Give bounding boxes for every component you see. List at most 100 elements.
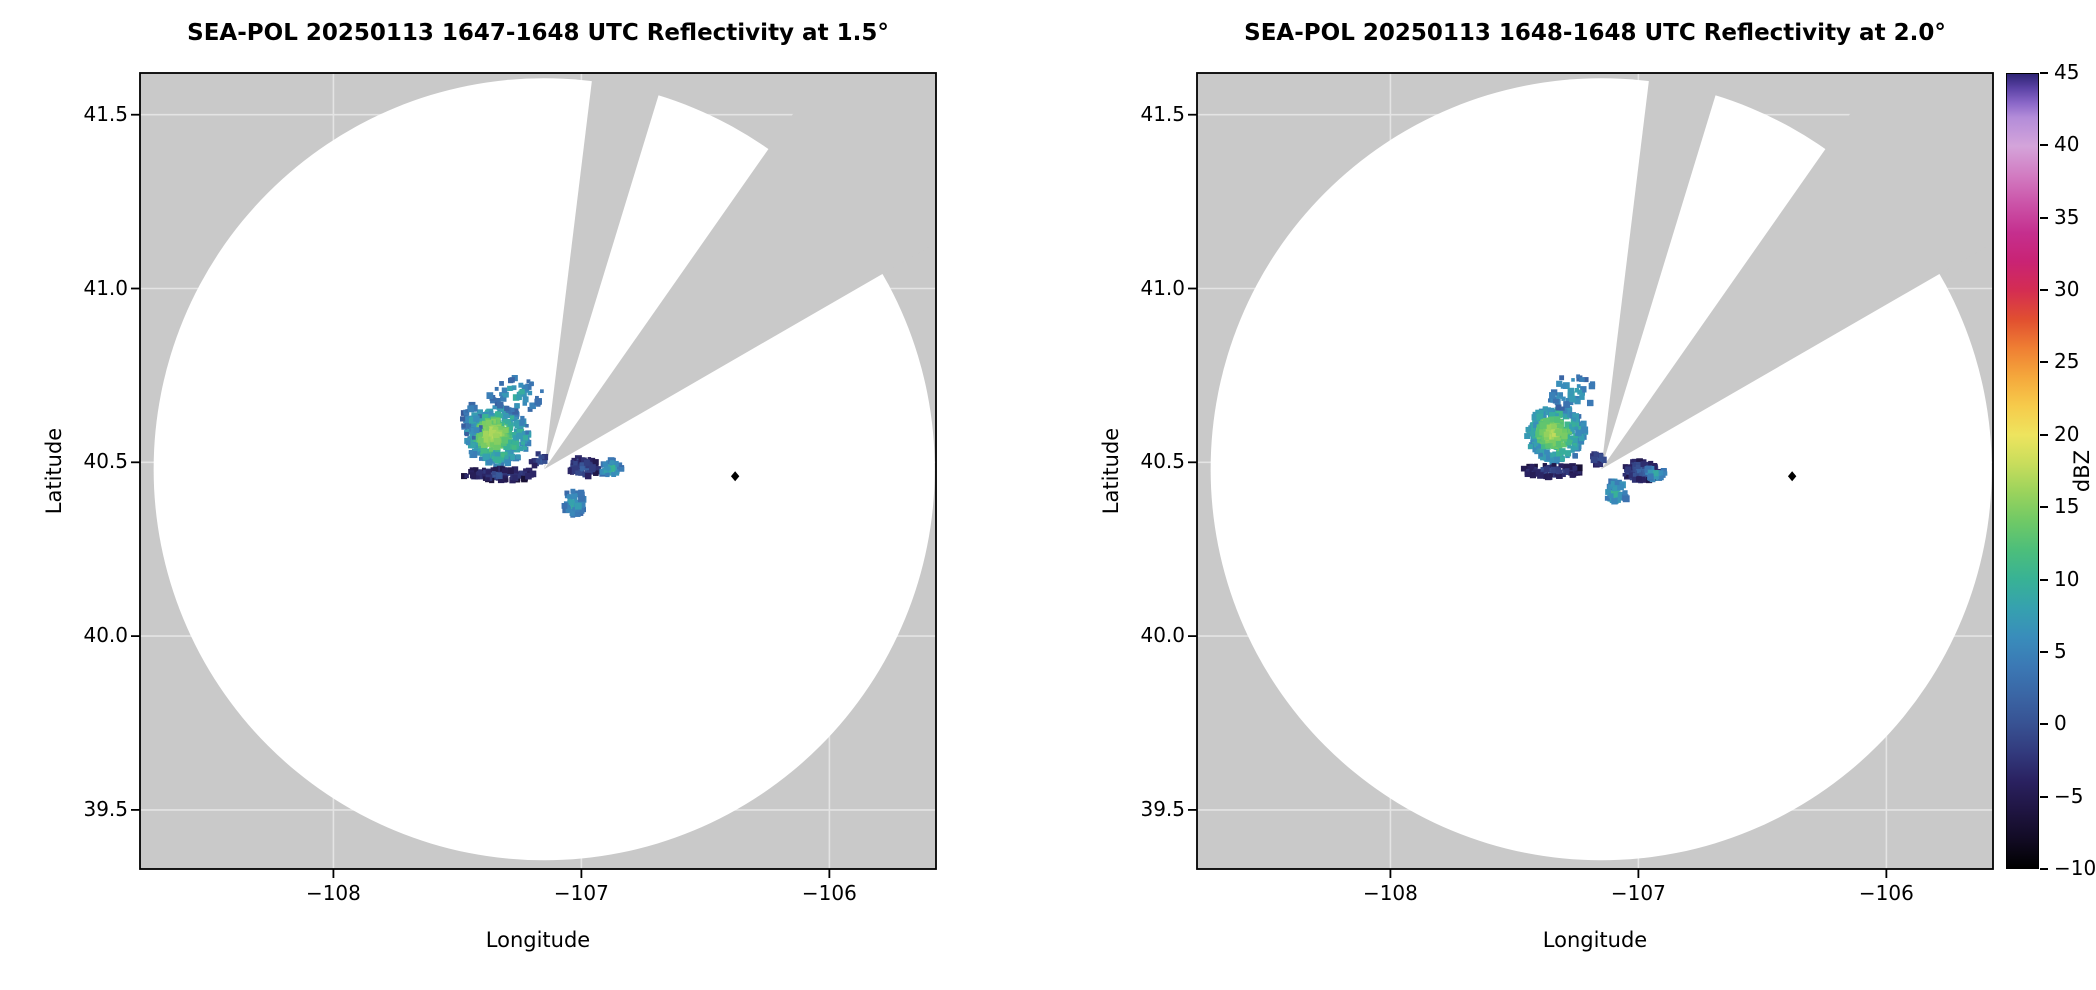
- echo-cell: [579, 462, 586, 469]
- echo-cell: [1578, 435, 1585, 442]
- colorbar-tick: [2040, 868, 2048, 870]
- echo-cell: [1527, 444, 1533, 450]
- echo-cell: [1561, 473, 1566, 478]
- echo-cell: [1579, 394, 1585, 400]
- echo-cell: [492, 426, 499, 433]
- echo-cell: [461, 473, 468, 480]
- echo-cell: [504, 405, 510, 412]
- echo-cell: [497, 476, 505, 484]
- echo-cell: [523, 468, 529, 474]
- echo-cell: [1567, 444, 1572, 449]
- colorbar-tick: [2040, 72, 2048, 74]
- echo-cell: [490, 467, 496, 473]
- echo-cell: [1577, 389, 1583, 395]
- echo-cell: [1559, 392, 1564, 397]
- echo-cell: [1549, 439, 1556, 447]
- echo-cell: [1535, 409, 1542, 416]
- echo-cell: [479, 452, 485, 457]
- echo-cell: [489, 426, 494, 432]
- echo-cell: [1549, 392, 1556, 399]
- echo-cell: [529, 402, 536, 410]
- echo-cell: [469, 416, 477, 424]
- echo-cell: [1560, 412, 1566, 418]
- echo-cell: [489, 410, 494, 415]
- echo-cell: [1569, 395, 1576, 403]
- echo-cell: [525, 383, 532, 390]
- echo-region: [486, 375, 544, 415]
- echo-cell: [1577, 438, 1585, 445]
- echo-cell: [1535, 430, 1542, 438]
- echo-cell: [1534, 463, 1538, 468]
- colorbar-tick: [2040, 506, 2048, 509]
- echo-cell: [1525, 468, 1530, 473]
- echo-cell: [1648, 460, 1654, 467]
- echo-cell: [1635, 476, 1642, 483]
- echo-cell: [566, 494, 572, 499]
- echo-cell: [1581, 426, 1589, 434]
- echo-cell: [480, 447, 488, 455]
- echo-cell: [1615, 497, 1621, 503]
- echo-cell: [531, 462, 538, 469]
- echo-cell: [1622, 490, 1628, 496]
- colorbar-tick: [2040, 650, 2048, 653]
- echo-cell: [503, 443, 511, 451]
- echo-cell: [1564, 468, 1570, 474]
- echo-cell: [540, 389, 544, 394]
- echo-cell: [494, 451, 501, 458]
- colorbar-tick-label: −5: [2054, 783, 2084, 808]
- echo-cell: [1612, 484, 1620, 492]
- echo-cell: [574, 502, 582, 510]
- echo-cell: [1566, 413, 1571, 418]
- echo-cell: [1540, 444, 1546, 450]
- echo-cell: [520, 415, 525, 421]
- echo-cell: [483, 469, 487, 474]
- echo-region: [599, 457, 625, 478]
- echo-cell: [519, 388, 525, 395]
- echo-cell: [479, 432, 486, 440]
- echo-cell: [495, 398, 501, 404]
- echo-cell: [500, 453, 505, 458]
- echo-cell: [1559, 375, 1565, 381]
- echo-cell: [486, 440, 491, 446]
- echo-cell: [1531, 466, 1536, 472]
- echo-cell: [473, 467, 479, 473]
- echo-cell: [470, 437, 476, 443]
- echo-cell: [1569, 423, 1576, 431]
- echo-cell: [516, 394, 522, 401]
- plot-frame: [139, 72, 937, 870]
- echo-cell: [1525, 426, 1531, 433]
- echo-cell: [1543, 431, 1550, 438]
- echo-cell: [1647, 469, 1655, 477]
- echo-cell: [1575, 429, 1582, 437]
- echo-cell: [1622, 472, 1627, 477]
- echo-cell: [1572, 417, 1577, 422]
- echo-cell: [570, 488, 576, 494]
- echo-cell: [486, 459, 493, 466]
- echo-cell: [1534, 436, 1540, 442]
- echo-cell: [503, 391, 509, 398]
- echo-cell: [1539, 422, 1547, 429]
- tick-marks: [1188, 113, 1888, 878]
- echo-cell: [1647, 473, 1654, 480]
- echo-cell: [1574, 418, 1579, 423]
- echo-cell: [1532, 414, 1539, 421]
- echo-cell: [1631, 462, 1636, 467]
- echo-cell: [582, 466, 587, 471]
- tick-marks: [131, 113, 831, 878]
- y-axis-label: Latitude: [42, 427, 66, 515]
- echo-cell: [1639, 472, 1643, 476]
- x-axis-label: Longitude: [485, 928, 591, 952]
- echo-cell: [1556, 380, 1563, 387]
- echo-cell: [1569, 472, 1575, 478]
- echo-cell: [1549, 423, 1556, 430]
- echo-cell: [1537, 472, 1544, 479]
- echo-cell: [511, 385, 517, 391]
- echo-cell: [1572, 453, 1578, 459]
- echo-cell: [516, 428, 521, 433]
- echo-cell: [480, 441, 488, 448]
- echo-cell: [1536, 413, 1544, 421]
- echo-cell: [1617, 483, 1624, 491]
- x-axis-label: Longitude: [1542, 928, 1648, 952]
- echo-cell: [1529, 463, 1535, 469]
- echo-cell: [1561, 396, 1566, 401]
